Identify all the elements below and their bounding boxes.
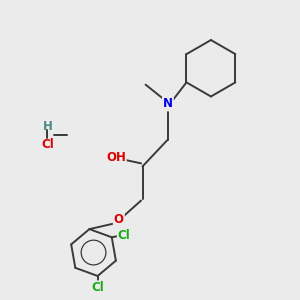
Text: O: O <box>114 213 124 226</box>
Text: Cl: Cl <box>41 138 54 151</box>
Text: Cl: Cl <box>91 281 104 294</box>
Text: N: N <box>163 98 173 110</box>
Text: Cl: Cl <box>118 229 130 242</box>
Text: H: H <box>43 120 52 133</box>
Text: OH: OH <box>106 151 126 164</box>
